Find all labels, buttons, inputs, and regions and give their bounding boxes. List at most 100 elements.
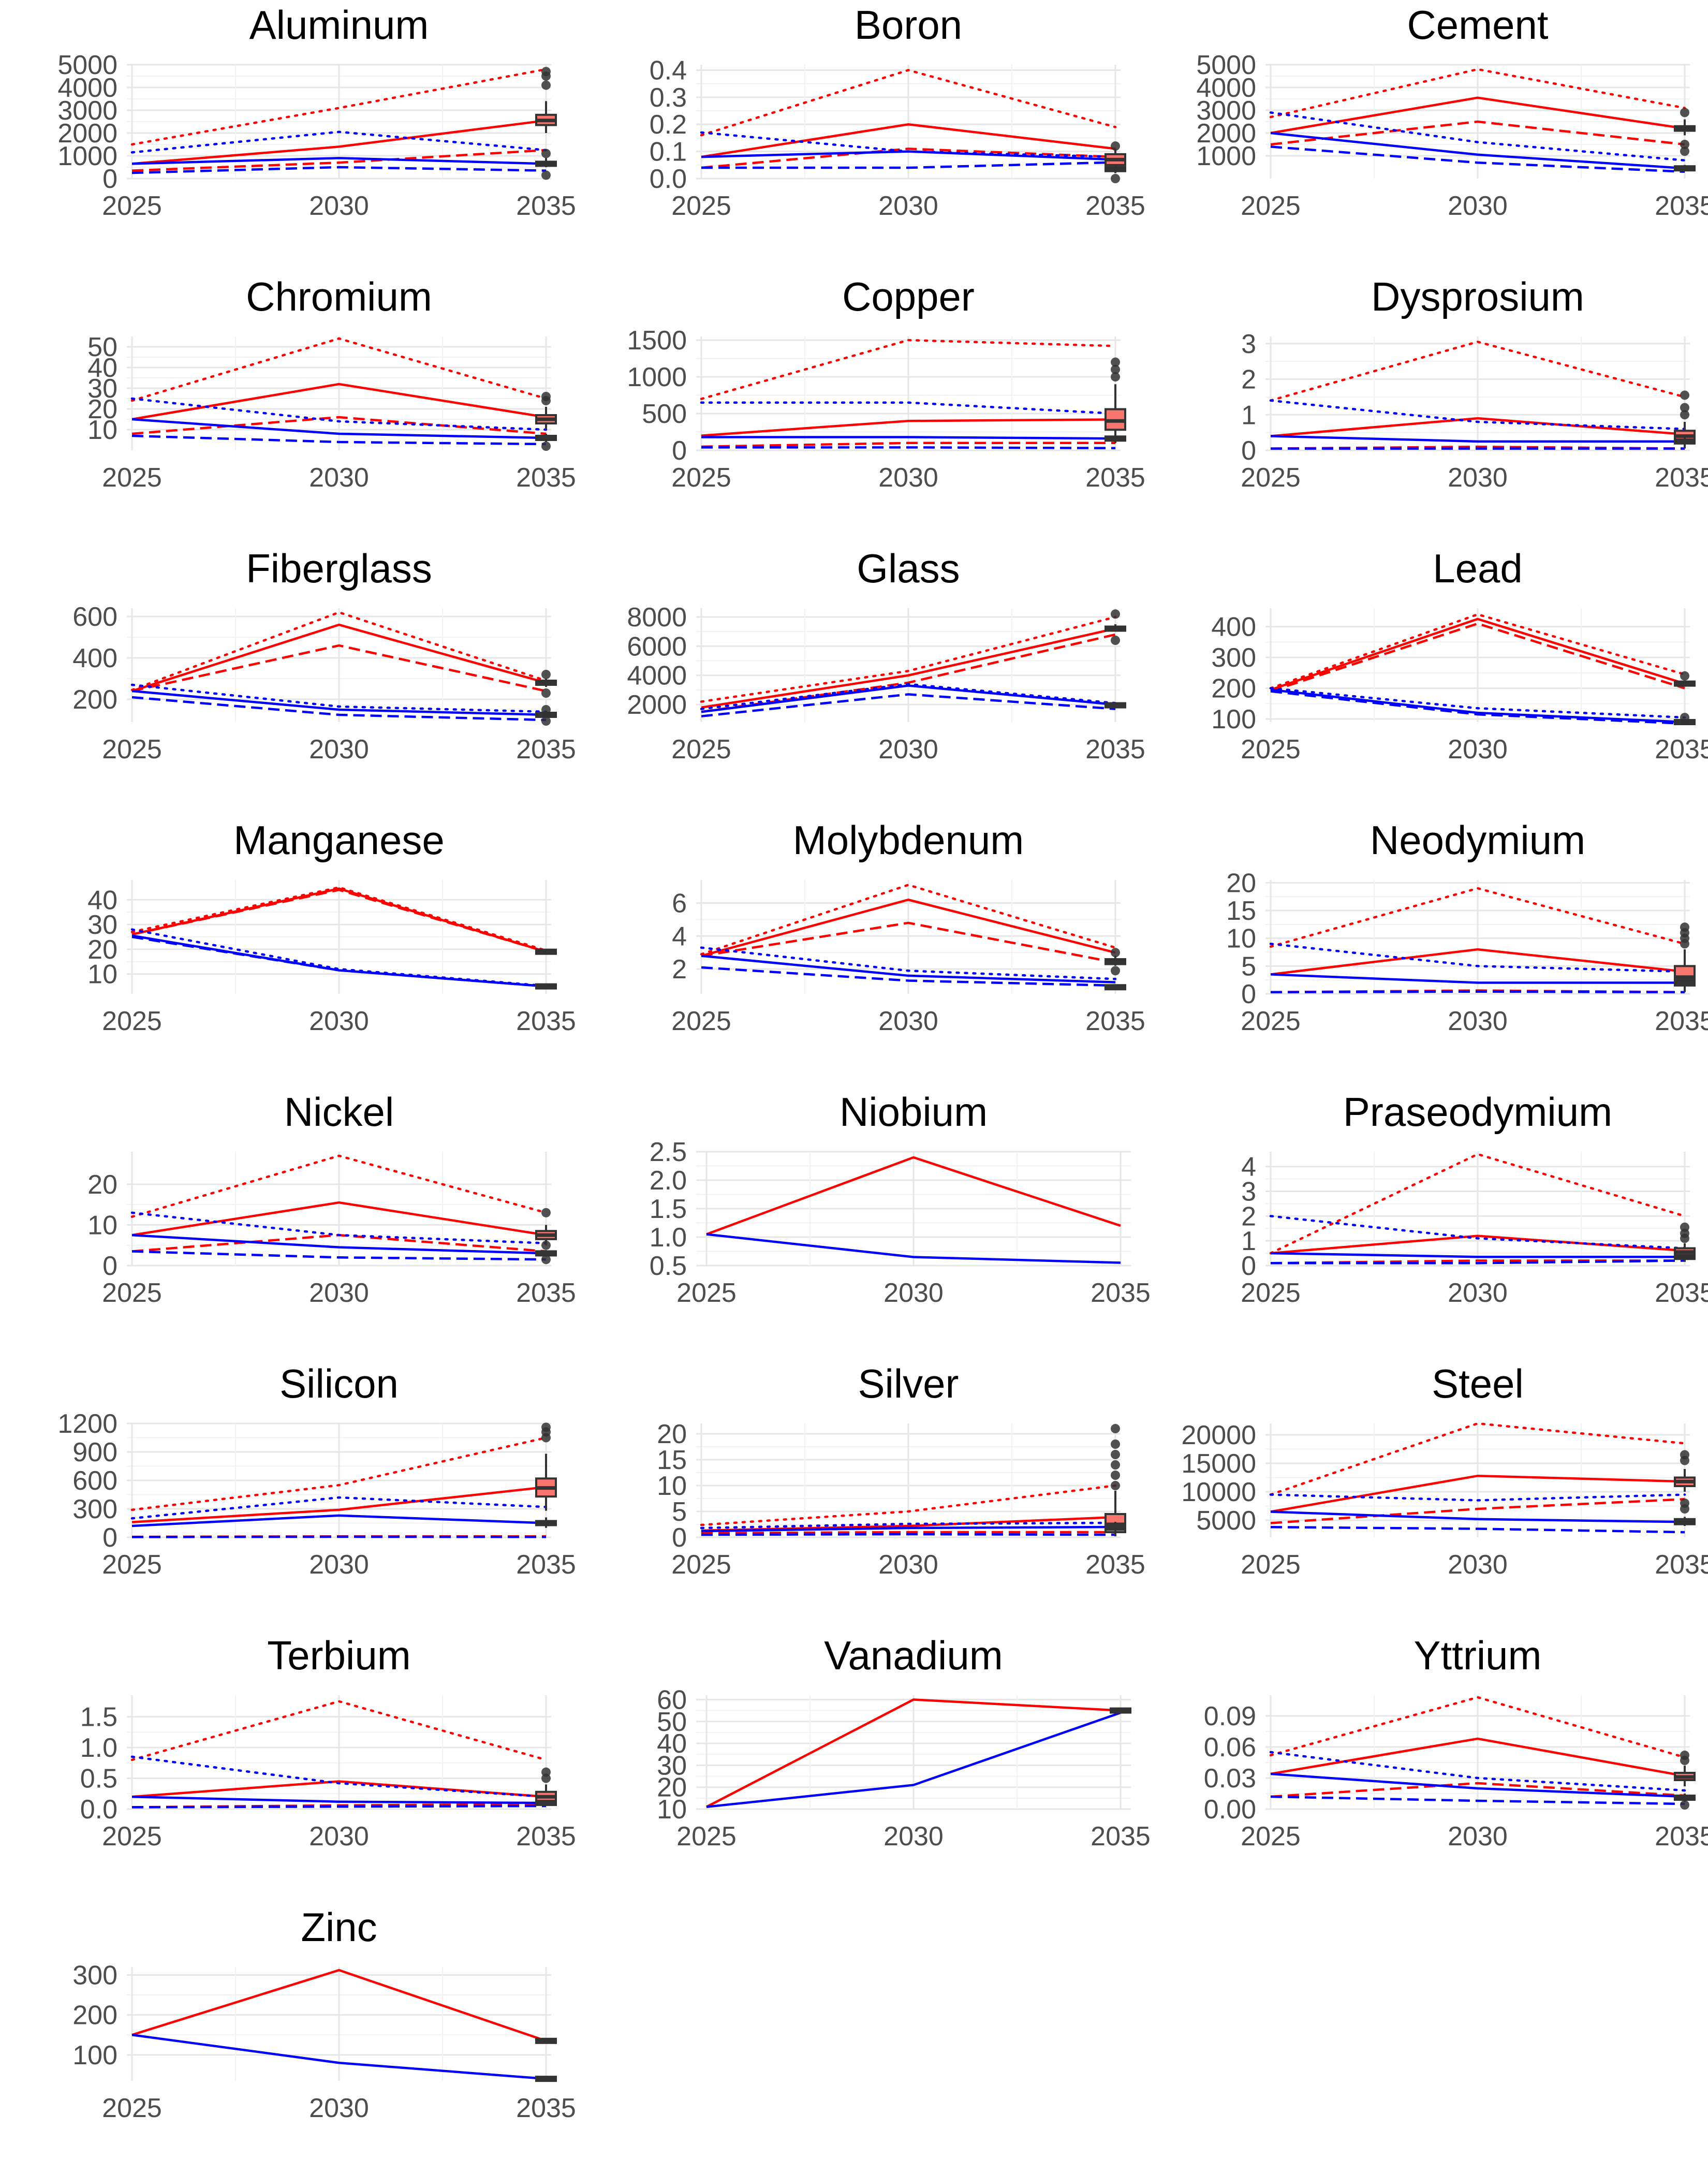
series-line-blue-dashed [131,696,547,722]
panel-title: Silver [858,1361,959,1406]
y-tick-label: 10000 [1181,1477,1256,1507]
y-tick-label: 4 [1241,1152,1256,1182]
panel-title: Dysprosium [1371,274,1584,319]
x-tick-label: 2025 [676,1278,737,1308]
series-line-red-dashed [1270,120,1685,146]
box-outlier [1680,1499,1689,1508]
y-tick-label: 0.03 [1204,1764,1256,1794]
series-line-red-dotted [130,1436,548,1511]
panel-title: Fiberglass [246,546,432,591]
boxplot-2035 [1105,702,1126,709]
box-outlier [1680,1450,1689,1460]
panel-copper: Copper 0 500 1000 1500 2025 2030 2035 [569,272,1145,544]
series-line-blue-dashed [701,446,1116,449]
series-line-red-dashed [131,416,547,435]
y-tick-label: 15000 [1181,1449,1256,1479]
y-tick-label: 600 [72,1466,117,1496]
y-tick-label: 1.5 [650,1194,687,1224]
y-tick-label: 200 [72,2001,117,2031]
series-line-red-dotted [700,69,1117,137]
x-tick-label: 2025 [1241,735,1301,765]
series-line-red-solid [706,1156,1121,1236]
x-tick-label: 2025 [671,191,731,221]
series-line-red-solid [701,627,1116,709]
box-outlier [541,688,551,698]
y-tick-label: 5000 [57,50,117,80]
y-tick-label: 10 [87,1210,117,1240]
panel-title: Steel [1432,1361,1524,1406]
box-outlier [1111,966,1120,976]
y-tick-label: 10 [87,960,117,990]
x-tick-label: 2035 [516,1822,576,1852]
box-outlier [541,170,551,180]
y-tick-label: 20 [87,935,117,965]
series-line-red-solid [701,123,1116,158]
box-outlier [541,67,551,77]
gridlines [1265,336,1690,451]
box-outlier [541,1767,551,1777]
boxplot-2035 [1105,165,1126,183]
boxplot-2035 [1674,1254,1696,1260]
series-line-red-dotted [130,1154,548,1218]
boxplot-2035 [1674,108,1696,156]
x-tick-label: 2035 [516,735,576,765]
y-tick-label: 1.0 [80,1733,117,1763]
panel-title: Praseodymium [1343,1089,1612,1135]
boxplot-2035 [1674,713,1696,725]
boxplot-2035 [1674,1794,1696,1810]
box-outlier [1680,1222,1689,1232]
series-line-blue-solid [131,1795,547,1804]
y-tick-label: 1.0 [650,1223,687,1253]
x-tick-label: 2025 [1241,1278,1301,1308]
box-outlier [1111,948,1120,958]
box-outlier [541,716,551,726]
y-tick-label: 20 [657,1419,687,1449]
boxplot-2035 [535,705,557,726]
y-tick-label: 500 [642,399,687,429]
y-tick-label: 4000 [1196,73,1256,103]
x-tick-label: 2025 [102,1550,162,1580]
panel-title: Chromium [246,274,432,319]
panel-chromium: Chromium 10 20 30 40 50 2025 2030 2035 [0,272,576,544]
x-tick-label: 2035 [1655,735,1708,765]
box-outlier [1680,390,1689,400]
y-tick-label: 40 [657,1729,687,1759]
y-tick-label: 4000 [627,661,687,691]
series-line-blue-dotted [130,683,548,713]
series-line-red-solid [1270,417,1685,437]
panel-title: Copper [842,274,975,319]
panel-svg: Zinc 100 200 300 2025 2030 2035 [72,1904,576,2123]
box-outlier [1680,146,1689,156]
y-tick-label: 300 [1211,643,1256,673]
x-tick-label: 2030 [1448,735,1508,765]
x-tick-label: 2035 [1655,1278,1708,1308]
series-line-red-dotted [130,68,548,146]
y-tick-label: 10 [657,1471,687,1501]
series-line-red-dotted [130,1700,548,1761]
x-tick-label: 2025 [102,735,162,765]
series-line-red-solid [705,1698,1121,1808]
series-line-blue-dotted [1269,111,1686,162]
panel-title: Boron [855,2,962,48]
gridlines [696,1151,1131,1267]
box-outlier [1111,357,1120,367]
series-line-blue-dashed [131,1250,547,1261]
box-outlier [1111,364,1120,374]
panel-lead: Lead 100 200 300 400 2025 2030 2035 [1139,544,1708,815]
box-outlier [1680,671,1689,681]
x-tick-label: 2025 [671,1550,731,1580]
panel-vanadium: Vanadium 10 20 30 40 50 60 2025 2030 2035 [569,1630,1151,1902]
x-tick-label: 2035 [1085,1006,1145,1036]
box-outlier [541,1240,551,1250]
y-tick-label: 0 [1241,979,1256,1009]
boxplot-2035 [1674,437,1696,445]
x-tick-label: 2025 [102,1822,162,1852]
gridlines [127,880,551,994]
y-tick-label: 0 [672,436,687,466]
series-line-red-dashed [131,644,547,693]
